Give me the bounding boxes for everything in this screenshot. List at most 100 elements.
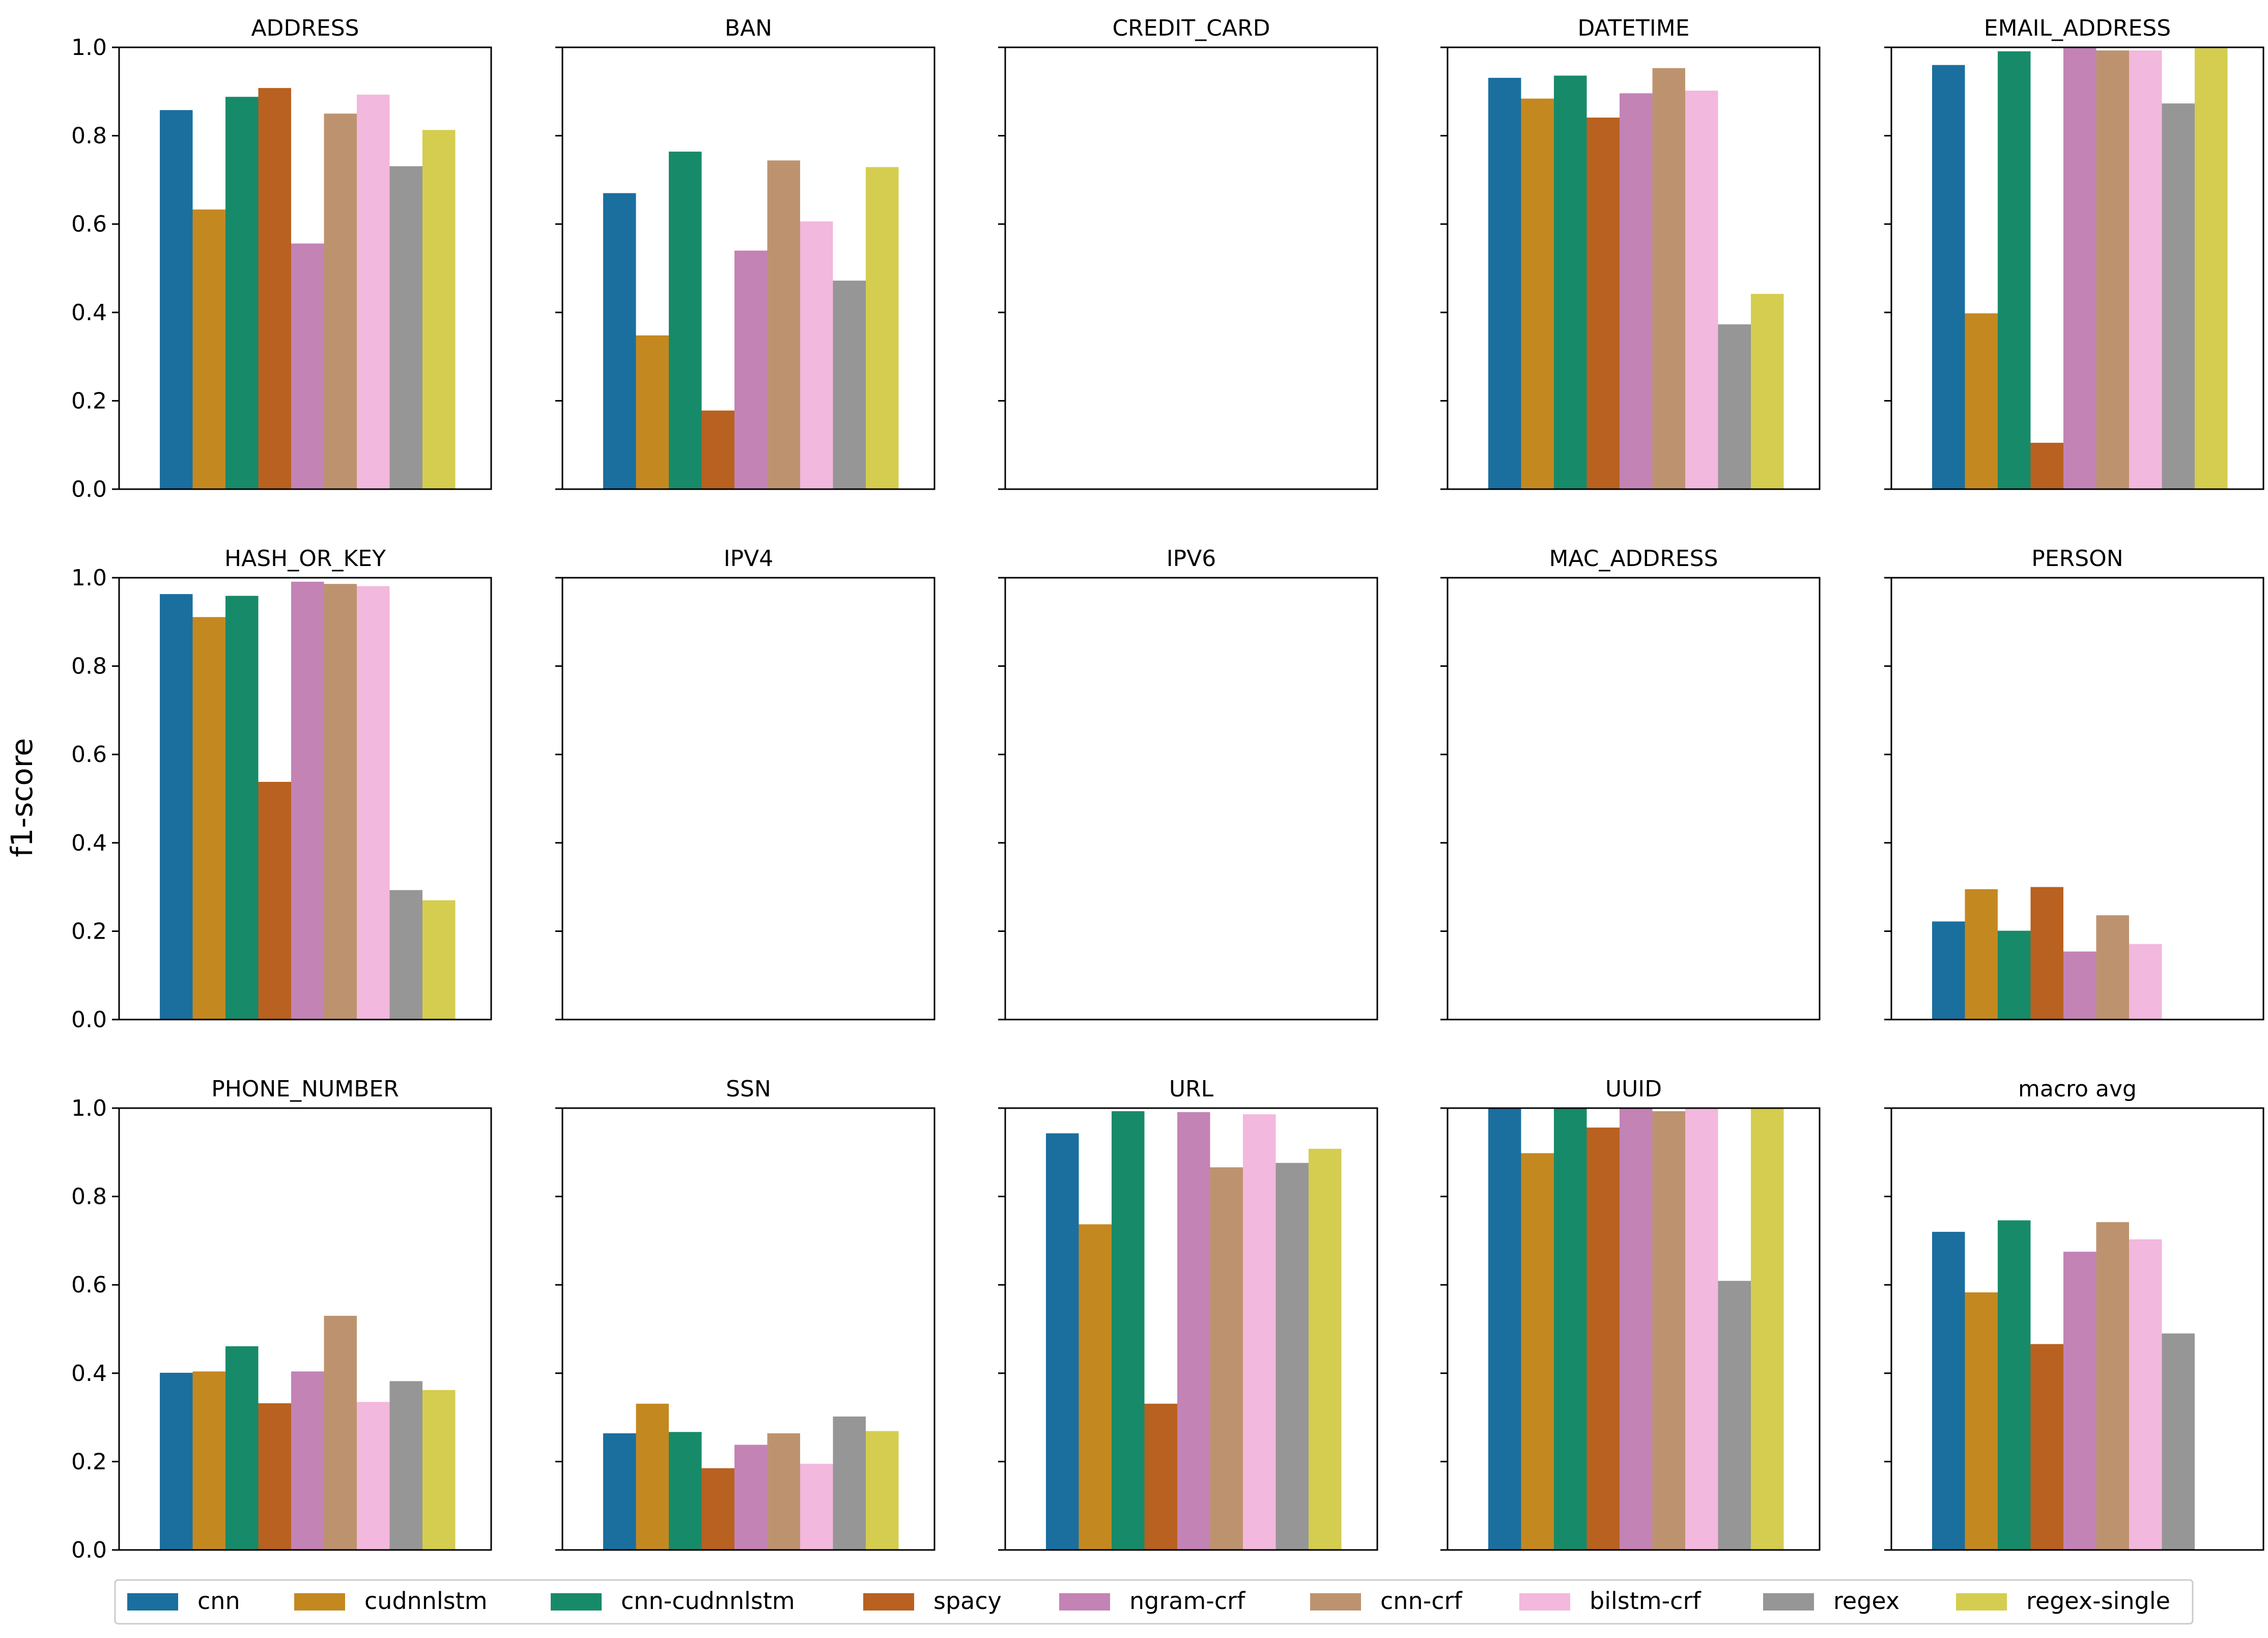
bar-ngram-crf (1177, 1112, 1210, 1550)
legend-swatch (294, 1593, 345, 1611)
bar-ngram-crf (291, 581, 324, 1020)
y-tick-label: 0.0 (71, 1537, 107, 1563)
bar-regex-single (1751, 294, 1784, 489)
bar-cnn-cudnnlstm (1998, 930, 2031, 1020)
legend-swatch (1956, 1593, 2007, 1611)
bar-ngram-crf (1620, 93, 1653, 490)
bar-cnn-crf (767, 160, 800, 489)
legend-item-cnn-cudnnlstm: cnn-cudnnlstm (551, 1587, 795, 1615)
y-tick-label: 0.8 (71, 654, 107, 680)
panel-9: PERSON (1884, 546, 2264, 1021)
bar-cnn-crf (2096, 50, 2129, 490)
bar-cnn-crf (324, 584, 357, 1020)
bar-bilstm-crf (1243, 1114, 1276, 1550)
panel-title: UUID (1605, 1076, 1662, 1102)
bar-bilstm-crf (1685, 1108, 1718, 1550)
bar-spacy (1586, 118, 1620, 490)
bar-bilstm-crf (357, 94, 390, 490)
legend-label: regex (1833, 1587, 1900, 1615)
bar-cnn (160, 1372, 193, 1550)
y-tick-label: 0.6 (71, 211, 107, 237)
bar-bilstm-crf (2129, 50, 2162, 490)
y-tick-label: 0.2 (71, 388, 107, 414)
legend-swatch (127, 1593, 178, 1611)
bar-regex-single (422, 130, 456, 490)
legend-swatch (1059, 1593, 1110, 1611)
y-tick-label: 0.2 (71, 918, 107, 944)
y-tick-label: 1.0 (71, 1095, 107, 1121)
bar-cudnnlstm (636, 1403, 669, 1550)
bar-ngram-crf (734, 250, 768, 489)
bar-regex (833, 280, 866, 489)
panel-frame (561, 1107, 935, 1551)
bar-spacy (701, 410, 734, 489)
legend-item-cudnnlstm: cudnnlstm (294, 1587, 488, 1615)
panel-title: PHONE_NUMBER (211, 1076, 399, 1102)
legend-swatch (1763, 1593, 1814, 1611)
panel-title: IPV6 (1167, 546, 1216, 572)
bar-cnn-cudnnlstm (225, 97, 259, 489)
bar-spacy (258, 782, 291, 1020)
bar-ngram-crf (2063, 1252, 2096, 1550)
panel-frame (118, 46, 492, 490)
y-tick-label: 0.0 (71, 476, 107, 502)
panel-0: ADDRESS 0.0 0.2 0.4 0.6 0.8 1.0 (71, 15, 492, 502)
bar-spacy (2030, 1344, 2063, 1550)
y-tick-label: 1.0 (71, 565, 107, 591)
bar-cnn-crf (1652, 68, 1685, 489)
bar-cnn-cudnnlstm (1112, 1111, 1145, 1550)
panel-7: IPV6 (998, 546, 1378, 1021)
bar-cnn (1932, 1232, 1965, 1550)
panel-title: SSN (726, 1076, 771, 1102)
legend-label: cnn (197, 1587, 240, 1615)
bar-cnn-crf (324, 114, 357, 489)
legend-item-ngram-crf: ngram-crf (1059, 1587, 1246, 1615)
bar-cnn (1046, 1133, 1079, 1550)
panel-grid: ADDRESS 0.0 0.2 0.4 0.6 0.8 1.0 BAN CREDIT_CARD D… (71, 15, 2264, 1563)
bar-regex (2162, 1333, 2195, 1550)
panel-2: CREDIT_CARD (998, 15, 1378, 490)
y-tick-label: 0.8 (71, 123, 107, 149)
panel-title: CREDIT_CARD (1112, 15, 1270, 41)
bar-ngram-crf (291, 1371, 324, 1550)
legend-label: spacy (933, 1587, 1002, 1615)
y-tick-label: 0.4 (71, 830, 107, 856)
bar-cudnnlstm (1521, 98, 1554, 490)
panel-frame (1890, 1107, 2264, 1551)
panel-frame (118, 1107, 492, 1551)
bar-bilstm-crf (800, 1463, 833, 1550)
panel-1: BAN (555, 15, 935, 490)
panel-12: URL (998, 1076, 1378, 1551)
legend-label: cnn-crf (1380, 1587, 1463, 1615)
bar-regex (833, 1416, 866, 1550)
bar-regex-single (1309, 1148, 1342, 1550)
y-tick-label: 0.2 (71, 1449, 107, 1475)
panel-frame (1447, 577, 1821, 1021)
bar-cudnnlstm (192, 617, 225, 1020)
legend-swatch (863, 1593, 914, 1611)
legend-item-bilstm-crf: bilstm-crf (1519, 1587, 1702, 1615)
bar-cnn-cudnnlstm (1554, 1108, 1587, 1550)
bar-cudnnlstm (192, 209, 225, 489)
bar-spacy (2030, 442, 2063, 489)
legend-label: cnn-cudnnlstm (621, 1587, 795, 1615)
bar-bilstm-crf (357, 586, 390, 1020)
panel-frame (1890, 577, 2264, 1021)
y-tick-label: 0.8 (71, 1184, 107, 1210)
bar-cnn (603, 193, 636, 489)
bar-spacy (2030, 887, 2063, 1020)
bar-regex-single (866, 167, 899, 489)
bar-regex-single (422, 900, 456, 1020)
bar-cnn (1488, 1108, 1521, 1550)
bar-cudnnlstm (192, 1371, 225, 1550)
legend-item-cnn: cnn (127, 1587, 240, 1615)
panel-title: BAN (725, 15, 772, 41)
bar-cnn-crf (1652, 1111, 1685, 1550)
bar-cnn (160, 594, 193, 1020)
bar-spacy (701, 1468, 734, 1550)
bar-ngram-crf (291, 243, 324, 489)
bar-regex (1718, 324, 1751, 489)
bar-regex (389, 890, 422, 1020)
bar-cudnnlstm (1965, 1292, 1998, 1550)
panel-6: IPV4 (555, 546, 935, 1021)
